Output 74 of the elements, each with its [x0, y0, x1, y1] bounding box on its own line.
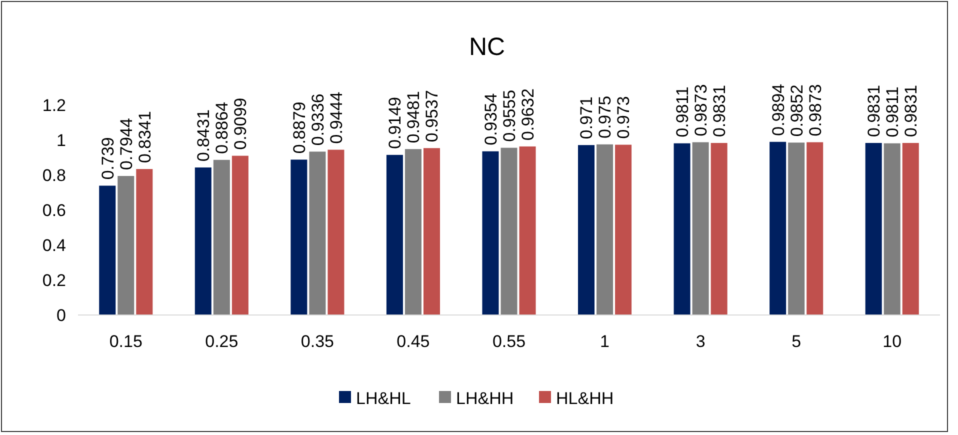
bar [423, 148, 440, 315]
y-tick-label: 0 [56, 306, 66, 325]
data-label: 0.9481 [404, 91, 424, 144]
y-tick-label: 1.2 [42, 96, 66, 115]
data-label: 0.9894 [768, 84, 788, 136]
data-label: 0.973 [614, 96, 634, 139]
data-label: 0.8879 [290, 102, 309, 154]
x-tick-label: 0.35 [300, 332, 334, 351]
data-label: 0.9873 [692, 84, 711, 136]
bar [118, 176, 134, 315]
legend-label: LH&HH [456, 388, 514, 408]
data-label: 0.9632 [518, 88, 538, 140]
bar [194, 167, 212, 315]
bar [482, 151, 499, 315]
bar [500, 148, 518, 315]
data-label: 0.9873 [806, 84, 825, 136]
data-label: 0.9149 [386, 96, 405, 149]
bar [290, 160, 308, 315]
legend-label: LH&HL [356, 388, 411, 408]
data-label: 0.9354 [481, 93, 500, 146]
bar [404, 149, 422, 315]
y-tick-label: 0.8 [42, 166, 66, 185]
data-label: 0.9537 [422, 90, 442, 142]
y-tick-label: 1 [56, 130, 66, 150]
bar [674, 143, 690, 315]
x-tick-label: 0.15 [109, 332, 142, 351]
bar [136, 169, 153, 315]
legend-label: HL&HH [556, 388, 614, 408]
data-label: 0.9555 [500, 90, 519, 142]
data-label: 0.9336 [308, 94, 328, 146]
x-tick-label: 3 [696, 332, 706, 351]
x-tick-label: 0.55 [492, 332, 526, 351]
y-tick-label: 0.6 [42, 200, 66, 220]
data-label: 0.9831 [902, 84, 921, 137]
data-label: 0.9811 [883, 86, 902, 138]
x-tick-label: 5 [792, 332, 802, 351]
bar [710, 142, 728, 315]
bar [692, 142, 709, 315]
data-label: 0.9099 [231, 98, 250, 150]
data-label: 0.971 [577, 96, 596, 140]
bar [615, 144, 632, 315]
bar [232, 156, 248, 315]
x-tick-label: 1 [600, 332, 610, 351]
data-label: 0.9831 [710, 84, 730, 137]
bar [884, 143, 900, 315]
data-label: 0.9811 [672, 86, 692, 138]
x-tick-label: 0.25 [205, 332, 238, 351]
bar [386, 154, 403, 315]
bar [328, 150, 344, 315]
x-tick-label: 10 [882, 332, 902, 351]
data-label: 0.8431 [194, 109, 214, 162]
bar [770, 142, 786, 315]
data-label: 0.9852 [787, 84, 806, 137]
chart-title: NC [468, 33, 506, 61]
data-label: 0.8341 [135, 111, 154, 164]
bar [865, 142, 882, 315]
x-tick-label: 0.45 [396, 332, 430, 351]
data-label: 0.975 [596, 96, 615, 138]
bar [213, 160, 230, 315]
bar [788, 142, 805, 315]
data-label: 0.9444 [326, 92, 346, 144]
data-label: 0.7944 [116, 118, 136, 170]
y-tick-label: 0.2 [42, 270, 66, 290]
bar [309, 152, 326, 315]
data-label: 0.8864 [212, 102, 232, 154]
y-tick-label: 0.4 [42, 236, 66, 255]
bar [519, 146, 536, 315]
bar [596, 144, 614, 315]
data-label: 0.9831 [864, 84, 884, 137]
bar [99, 186, 116, 315]
bar [806, 142, 824, 315]
bar [902, 142, 919, 315]
data-label: 0.739 [98, 137, 118, 180]
bar [578, 145, 595, 315]
